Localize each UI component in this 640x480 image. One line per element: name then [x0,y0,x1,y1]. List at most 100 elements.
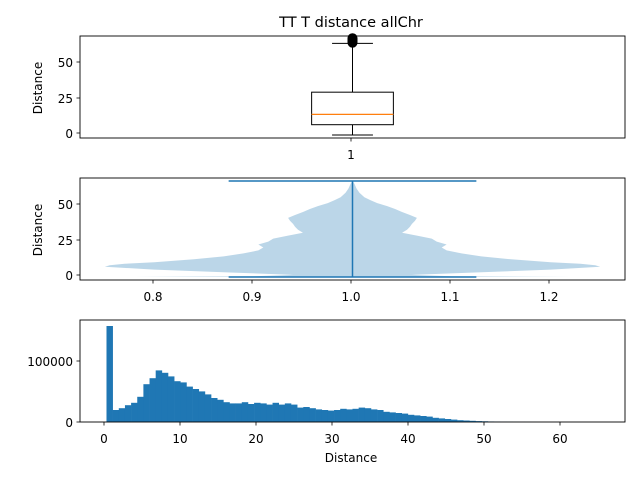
histogram-bar [469,420,476,422]
histogram-bar [272,402,279,422]
histogram-bar [155,370,163,422]
histogram-bar [334,410,341,422]
hist-x-tick-label: 60 [552,432,567,446]
histogram-bar [457,420,464,422]
histogram-bar [223,402,230,422]
histogram-bar [124,405,132,422]
histogram-bar [106,326,113,422]
violin-x-tick-label: 1.0 [341,290,360,304]
hist-x-ticks: 0 10 20 30 40 50 60 [100,422,568,446]
histogram-bar [309,408,316,422]
box-y-ticks: 0 25 50 [58,56,80,141]
histogram-bar [284,403,292,422]
violin-x-tick-label: 0.8 [143,290,162,304]
violin-y-tick-label: 0 [65,269,73,283]
histogram-bar [241,402,249,422]
histogram-bar [340,408,347,422]
histogram-bar [143,384,150,422]
histogram-bar [420,416,427,422]
histogram-bars [106,326,538,422]
outlier-points [347,33,358,48]
box-y-tick-label: 25 [58,92,73,106]
histogram-bar [149,378,156,422]
histogram-bar [395,413,403,422]
hist-x-tick-label: 10 [172,432,187,446]
histogram-bar [161,372,169,422]
histogram-bar [235,403,243,422]
histogram-bar [167,376,175,422]
histogram-bar [383,411,390,422]
outlier-point [347,33,358,44]
violin-x-tick-label: 0.9 [242,290,261,304]
box-elements [311,33,394,136]
histogram-bar [352,408,359,422]
histogram-bar [174,381,181,422]
violin-panel: 0 25 50 0.8 0.9 1.0 1.1 1.2 Distance [31,177,626,304]
violin-x-ticks: 0.8 0.9 1.0 1.1 1.2 [143,280,559,304]
histogram-axes-frame [79,319,626,423]
histogram-bar [327,410,335,422]
histogram-bar [180,382,187,422]
histogram-bar [229,403,236,422]
hist-x-tick-label: 40 [400,432,415,446]
histogram-bar [401,413,409,422]
histogram-bar [131,402,138,422]
violin-y-ticks: 0 25 50 [58,198,80,283]
box-y-tick-label: 50 [58,56,73,70]
histogram-bar [426,416,433,422]
chart-title: TT T distance allChr [278,15,423,31]
histogram-bar [211,398,218,422]
boxplot-panel: TT T distance allChr 0 25 50 1 Distance [31,15,626,162]
histogram-panel: 0 100000 0 10 20 30 40 50 60 Distance [27,319,626,465]
hist-y-ticks: 0 100000 [27,355,80,430]
histogram-bar [186,386,193,422]
violin-y-tick-label: 50 [58,198,73,212]
box-y-axis-label: Distance [31,62,45,114]
histogram-bar [217,399,224,422]
histogram-bar [297,407,304,422]
histogram-bar [475,421,482,422]
histogram-bar [260,403,267,422]
histogram-bar [247,404,255,422]
box-x-tick-label: 1 [347,148,355,162]
histogram-bar [438,418,446,422]
histogram-bar [370,409,378,422]
hist-x-tick-label: 50 [476,432,491,446]
histogram-bar [450,419,458,422]
violin-x-tick-label: 1.1 [440,290,459,304]
interquartile-box [311,91,394,126]
hist-y-tick-label: 0 [65,416,73,430]
histogram-bar [198,391,206,422]
histogram-bar [463,420,470,422]
histogram-bar [266,404,273,422]
histogram-bar [407,414,415,422]
violin-axes-frame [79,177,626,281]
histogram-bar [346,409,353,422]
histogram-bar [414,415,421,422]
histogram-bar [364,408,372,422]
histogram-bar [303,407,310,422]
histogram-bar [444,419,452,422]
violin-y-axis-label: Distance [31,204,45,256]
box-y-tick-label: 0 [65,127,73,141]
hist-x-tick-label: 20 [248,432,263,446]
histogram-bar [278,404,286,422]
histogram-bar [432,417,439,422]
histogram-bar [118,408,126,422]
hist-x-tick-label: 0 [100,432,108,446]
histogram-bar [321,410,329,422]
histogram-bar [137,396,144,422]
hist-x-tick-label: 30 [324,432,339,446]
violin-x-tick-label: 1.2 [539,290,558,304]
histogram-bar [389,412,396,422]
histogram-bar [112,410,120,422]
histogram-bar [290,404,298,422]
hist-x-axis-label: Distance [325,451,377,465]
histogram-bar [315,409,323,422]
histogram-bar [192,389,200,422]
histogram-bar [377,410,384,422]
violin-y-tick-label: 25 [58,234,73,248]
histogram-bar [254,402,261,422]
histogram-bar [204,394,212,422]
